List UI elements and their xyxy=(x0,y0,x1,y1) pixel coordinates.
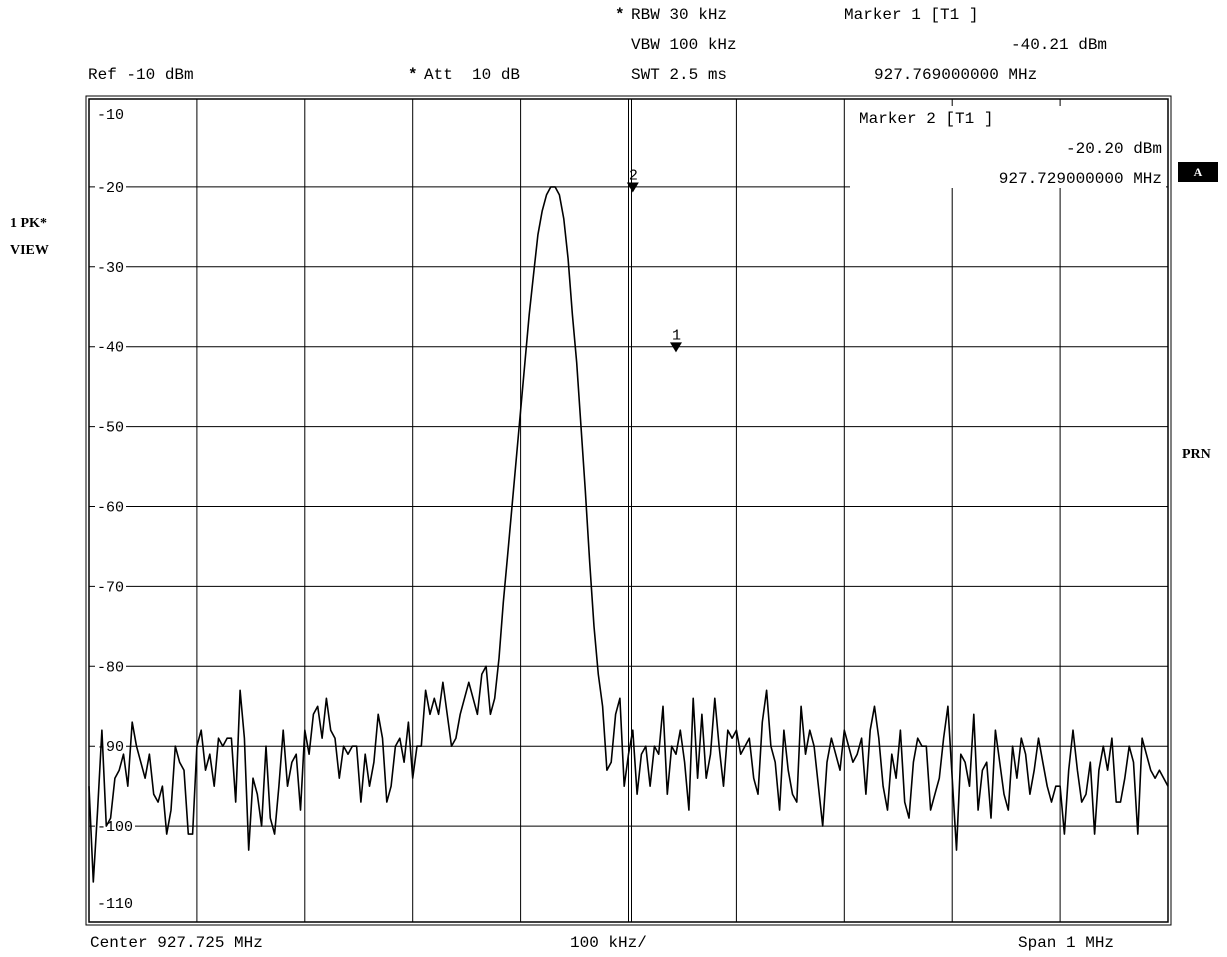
rbw-value: RBW 30 kHz xyxy=(631,6,728,24)
y-tick-label-bg xyxy=(95,499,127,517)
prn-label: PRN xyxy=(1182,447,1211,462)
y-tick-label: -60 xyxy=(97,500,124,517)
y-tick-label: -90 xyxy=(97,739,124,756)
y-tick-label-bg xyxy=(95,339,127,357)
marker-2-triangle xyxy=(626,182,639,193)
y-tick-label: -100 xyxy=(97,819,133,836)
y-tick-label-bg xyxy=(95,419,127,437)
frequency-span: Span 1 MHz xyxy=(1018,934,1115,952)
marker2-frequency: 927.729000000 MHz xyxy=(999,170,1162,188)
marker2-box: Marker 2 [T1 ] -20.20 dBm 927.729000000 … xyxy=(850,106,1166,188)
y-tick-label: -50 xyxy=(97,420,124,437)
vbw-value: VBW 100 kHz xyxy=(631,36,737,54)
marker2-box-background xyxy=(850,106,1166,188)
spectrum-trace xyxy=(88,186,1169,883)
plot-outer-frame xyxy=(85,95,1172,926)
att-coupled-star: * xyxy=(408,66,418,84)
marker1-frequency: 927.769000000 MHz xyxy=(874,66,1038,84)
center-frequency: Center 927.725 MHz xyxy=(90,934,263,952)
y-tick-label-bg xyxy=(95,179,127,197)
marker-2-label: 2 xyxy=(629,167,638,184)
y-tick-label-bg xyxy=(95,819,136,837)
y-tick-labels: -10 -20 -30 -40 -50 -60 -70 -80 -90 -100 -110 xyxy=(95,107,136,913)
y-tick-label: -110 xyxy=(97,896,133,913)
marker2-level: -20.20 dBm xyxy=(1066,140,1162,158)
trace-layer xyxy=(88,186,1169,883)
marker1-level: -40.21 dBm xyxy=(1011,36,1108,54)
y-tick-label: -20 xyxy=(97,180,124,197)
attenuation: Att 10 dB xyxy=(424,66,521,84)
y-tick-label: -30 xyxy=(97,260,124,277)
y-tick-label-bg xyxy=(95,579,127,597)
ref-level: Ref -10 dBm xyxy=(88,66,194,84)
y-tick-label: -70 xyxy=(97,579,124,596)
marker1-title: Marker 1 [T1 ] xyxy=(844,6,979,24)
y-tick-label-bg xyxy=(95,259,127,277)
marker2-title: Marker 2 [T1 ] xyxy=(859,110,993,128)
y-tick-label: -40 xyxy=(97,340,124,357)
sweep-time: SWT 2.5 ms xyxy=(631,66,728,84)
y-tick-label: -80 xyxy=(97,659,124,676)
marker-1-label: 1 xyxy=(672,327,681,344)
trace-detector-label: 1 PK* xyxy=(10,216,47,231)
y-tick-label-bg xyxy=(95,659,127,677)
trace-view-label: VIEW xyxy=(10,243,49,258)
rbw-coupled-star: * xyxy=(615,6,625,24)
marker-layer: 12 xyxy=(626,167,682,353)
frequency-per-division: 100 kHz/ xyxy=(570,934,647,952)
marker-1-triangle xyxy=(669,342,682,353)
plot-grid xyxy=(85,95,1172,926)
a-indicator-badge: A xyxy=(1178,162,1218,182)
y-tick-label: -10 xyxy=(97,107,124,124)
